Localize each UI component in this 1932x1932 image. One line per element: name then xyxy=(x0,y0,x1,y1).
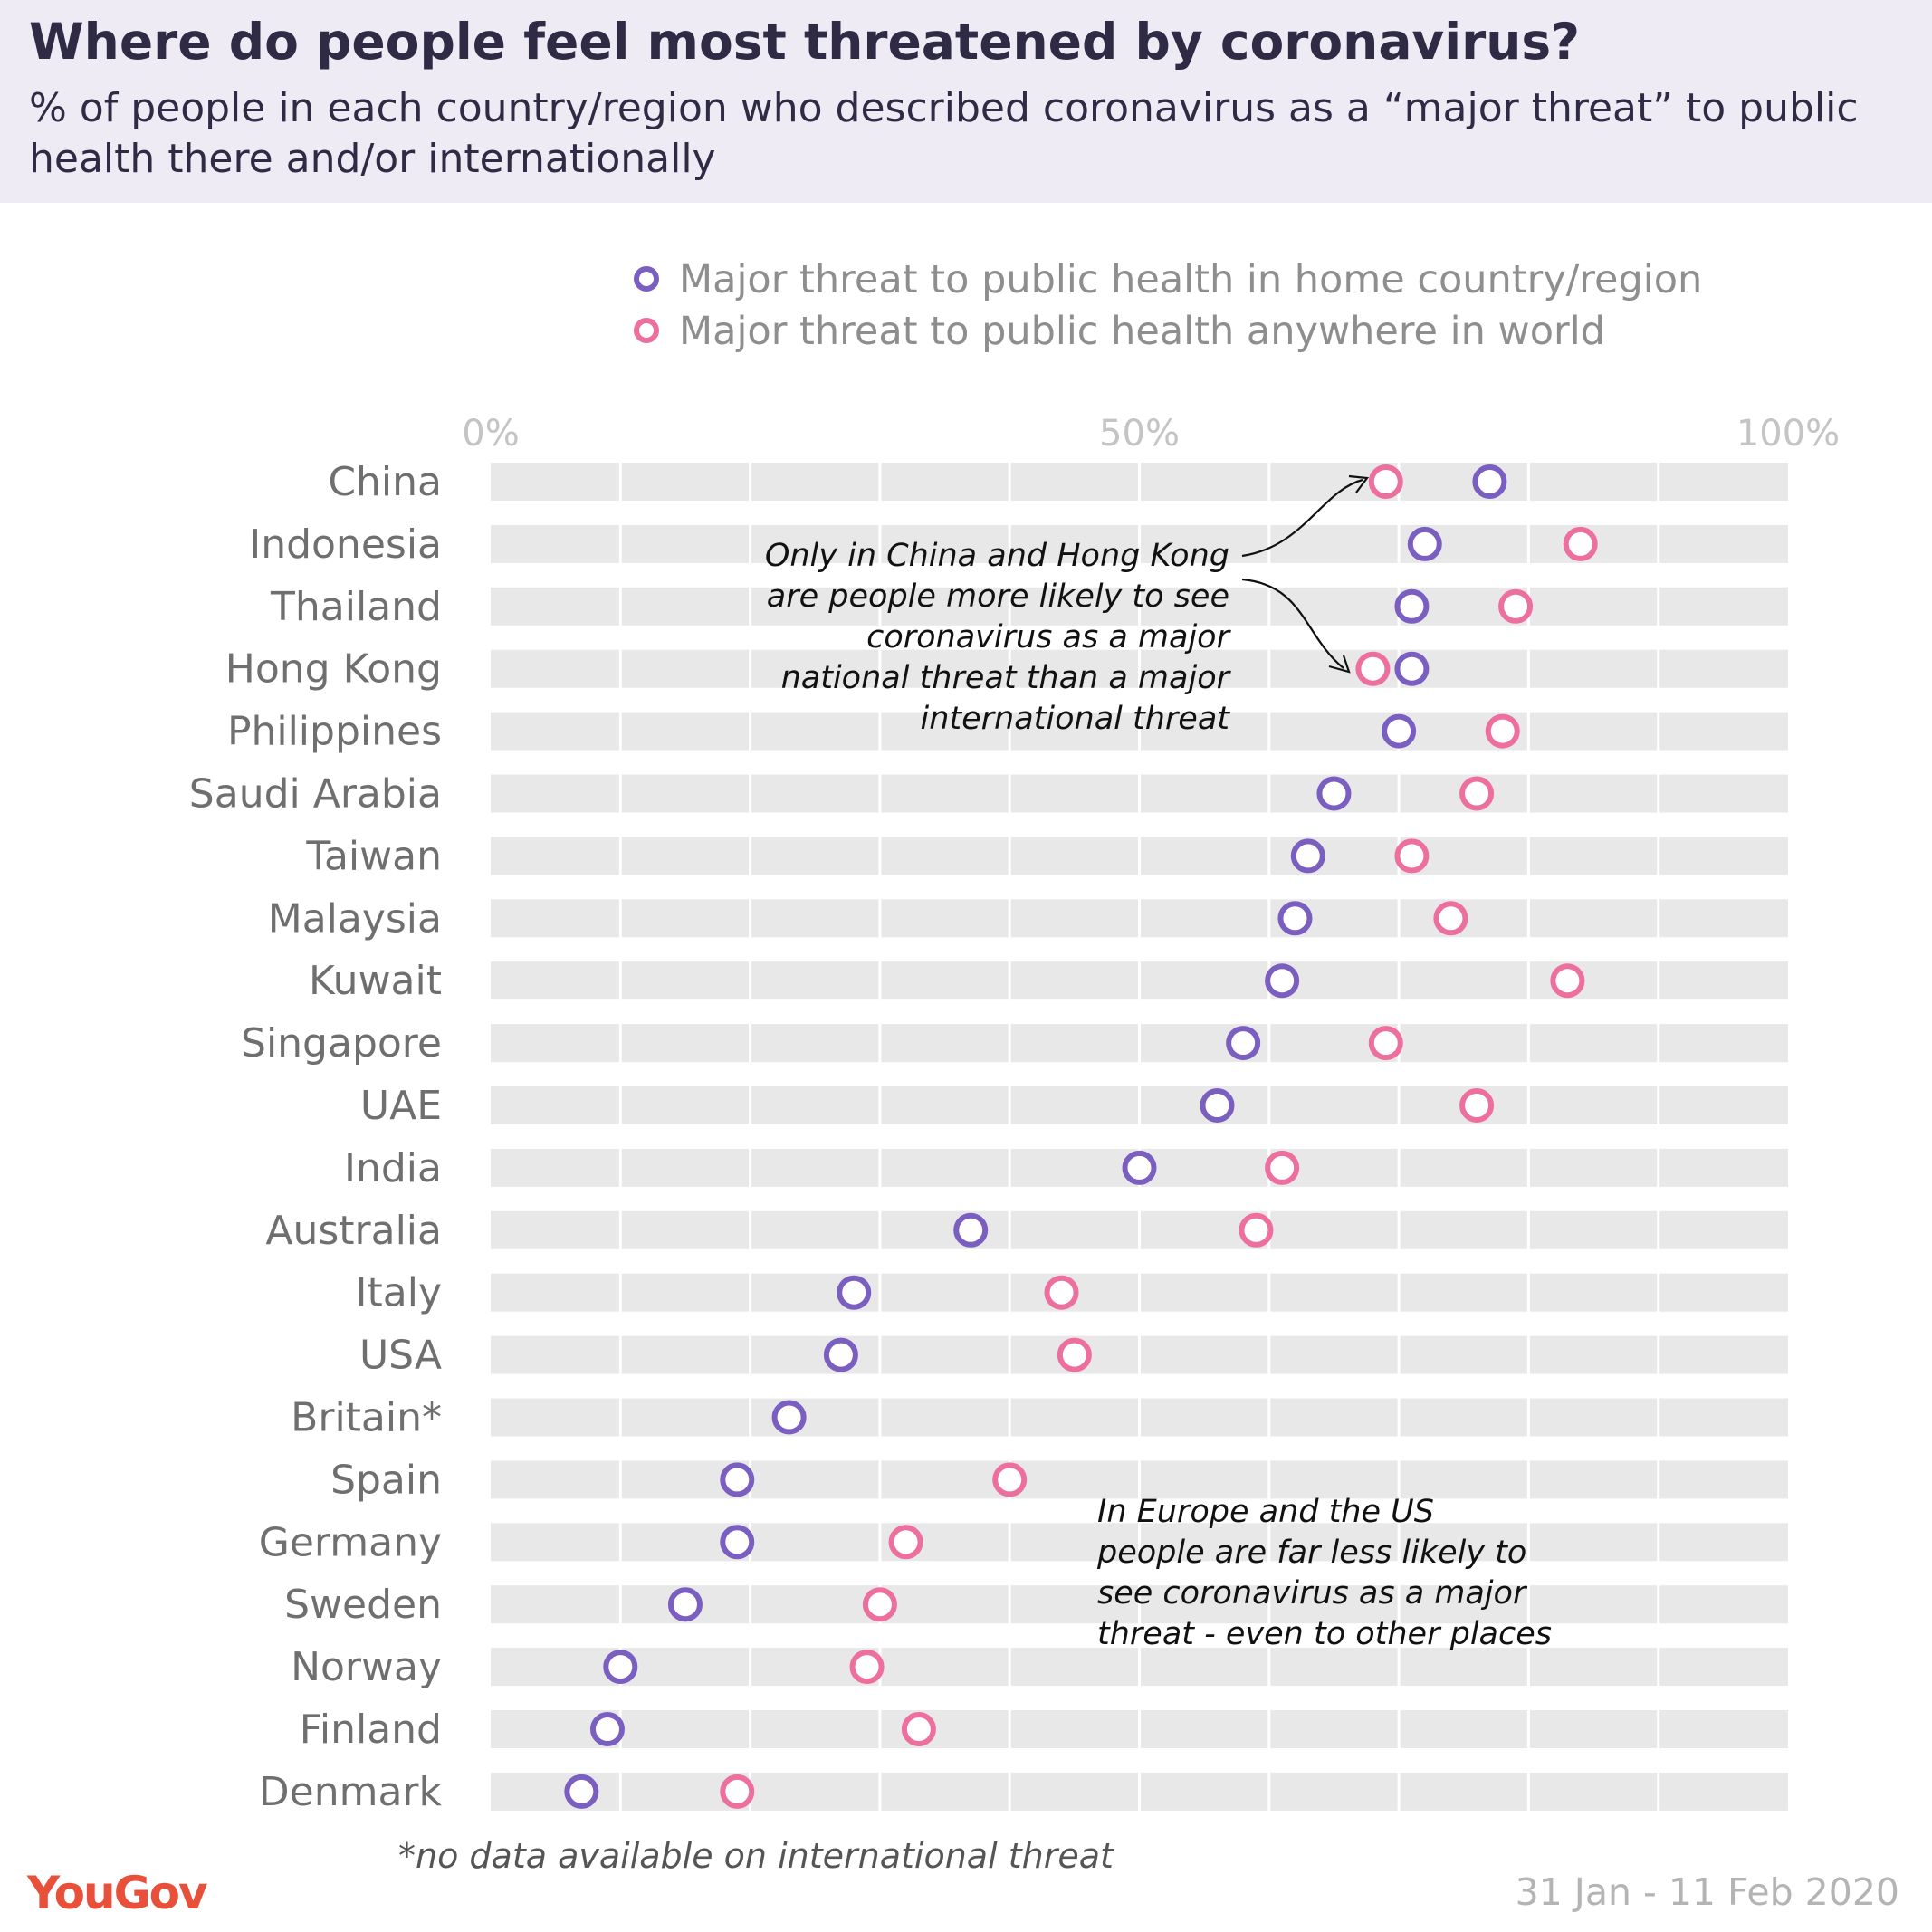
category-label: Taiwan xyxy=(305,833,442,879)
footnote: *no data available on international thre… xyxy=(398,1836,1114,1876)
annotation-line: people are far less likely to xyxy=(1097,1535,1527,1571)
dot-home xyxy=(953,1212,989,1248)
dot-world xyxy=(1394,838,1430,874)
dot-home xyxy=(1382,713,1417,749)
category-label: Australia xyxy=(265,1208,442,1254)
dot-world xyxy=(888,1525,923,1560)
category-label: Denmark xyxy=(259,1769,443,1815)
x-tick-label: 100% xyxy=(1736,413,1840,454)
dot-home xyxy=(667,1587,703,1622)
dot-home xyxy=(1122,1150,1157,1185)
x-tick-label: 50% xyxy=(1099,413,1180,454)
annotation-line: see coronavirus as a major xyxy=(1097,1575,1526,1612)
category-label: Thailand xyxy=(270,584,442,630)
dot-world xyxy=(1057,1337,1092,1372)
dot-world xyxy=(1459,776,1495,811)
annotation-line: In Europe and the US xyxy=(1097,1494,1434,1530)
dot-world xyxy=(1265,1150,1300,1185)
dot-home xyxy=(589,1712,625,1746)
dot-home xyxy=(1265,963,1300,999)
dot-world xyxy=(901,1712,936,1746)
category-label: Norway xyxy=(291,1644,442,1690)
annotation-line: international threat xyxy=(920,701,1229,737)
legend-marker-home xyxy=(634,266,659,292)
category-label: Sweden xyxy=(284,1582,442,1628)
annotation-europe-us: In Europe and the US people are far less… xyxy=(1097,1492,1604,1655)
dot-home xyxy=(564,1774,599,1809)
annotation-line: national threat than a major xyxy=(780,660,1229,696)
chart-subtitle: % of people in each country/region who d… xyxy=(29,85,1859,182)
annotation-china-hongkong: Only in China and Hong Kong are people m… xyxy=(688,536,1229,740)
dot-world xyxy=(862,1587,897,1622)
category-label: Singapore xyxy=(241,1020,442,1066)
category-label: Britain* xyxy=(291,1395,442,1441)
dot-world xyxy=(1433,901,1468,936)
annotation-line: threat - even to other places xyxy=(1097,1616,1552,1652)
category-label: Germany xyxy=(259,1519,442,1565)
category-label: Kuwait xyxy=(309,958,442,1004)
annotation-line: Only in China and Hong Kong xyxy=(764,538,1229,574)
annotation-line: coronavirus as a major xyxy=(866,619,1229,655)
dot-world xyxy=(1459,1088,1495,1123)
category-label: Saudi Arabia xyxy=(189,771,442,818)
legend-marker-world xyxy=(634,318,659,343)
dot-home xyxy=(1394,651,1430,686)
legend-label-world: Major threat to public health anywhere i… xyxy=(679,309,1605,354)
category-label: Malaysia xyxy=(268,895,442,942)
category-label: UAE xyxy=(360,1083,442,1129)
dot-home xyxy=(603,1650,638,1685)
dot-home xyxy=(1277,901,1313,936)
dot-world xyxy=(1550,963,1585,999)
dot-world xyxy=(1368,1026,1403,1061)
dot-home xyxy=(720,1525,755,1560)
dot-world xyxy=(1368,464,1403,499)
dot-world xyxy=(992,1462,1028,1497)
dot-home xyxy=(1316,776,1352,811)
dot-world xyxy=(1044,1275,1079,1310)
date-range: 31 Jan - 11 Feb 2020 xyxy=(1515,1870,1899,1914)
dot-home xyxy=(1394,588,1430,624)
chart-title: Where do people feel most threatened by … xyxy=(29,13,1581,71)
dot-home xyxy=(1407,526,1442,561)
x-tick-label: 0% xyxy=(462,413,519,454)
dot-home xyxy=(771,1400,807,1435)
dot-home xyxy=(1472,464,1507,499)
category-label: Indonesia xyxy=(249,521,442,568)
annotation-arrowhead-hongkong xyxy=(1328,655,1351,674)
annotation-arrow-hongkong xyxy=(1241,578,1344,669)
dot-world xyxy=(1239,1212,1274,1248)
dot-world xyxy=(1563,526,1598,561)
dot-world xyxy=(849,1650,885,1685)
dot-home xyxy=(1290,838,1325,874)
dot-world xyxy=(1485,713,1520,749)
dot-world xyxy=(1355,651,1391,686)
dot-home xyxy=(823,1337,858,1372)
header-band: Where do people feel most threatened by … xyxy=(0,0,1932,203)
dot-world xyxy=(720,1774,755,1809)
dot-home xyxy=(1226,1026,1261,1061)
dot-home xyxy=(837,1275,872,1310)
category-label: Hong Kong xyxy=(225,646,442,693)
category-label: Italy xyxy=(356,1270,442,1316)
annotation-line: are people more likely to see xyxy=(766,579,1229,615)
category-label: USA xyxy=(359,1333,442,1379)
category-label: Finland xyxy=(300,1707,442,1753)
dot-plot: 0% 50% 100% China Indonesia Thailand Hong Kon… xyxy=(189,413,1840,1815)
category-label: India xyxy=(344,1145,442,1191)
yougov-logo: YouGov xyxy=(27,1867,208,1919)
category-label: Philippines xyxy=(227,709,442,755)
dot-home xyxy=(720,1462,755,1497)
dot-world xyxy=(1498,588,1534,624)
annotation-arrow-china xyxy=(1241,478,1363,558)
category-label: Spain xyxy=(330,1457,442,1503)
annotation-arrowhead-china xyxy=(1348,474,1370,493)
dot-home xyxy=(1200,1088,1235,1123)
category-label: China xyxy=(328,459,442,505)
legend-label-home: Major threat to public health in home co… xyxy=(679,257,1703,302)
